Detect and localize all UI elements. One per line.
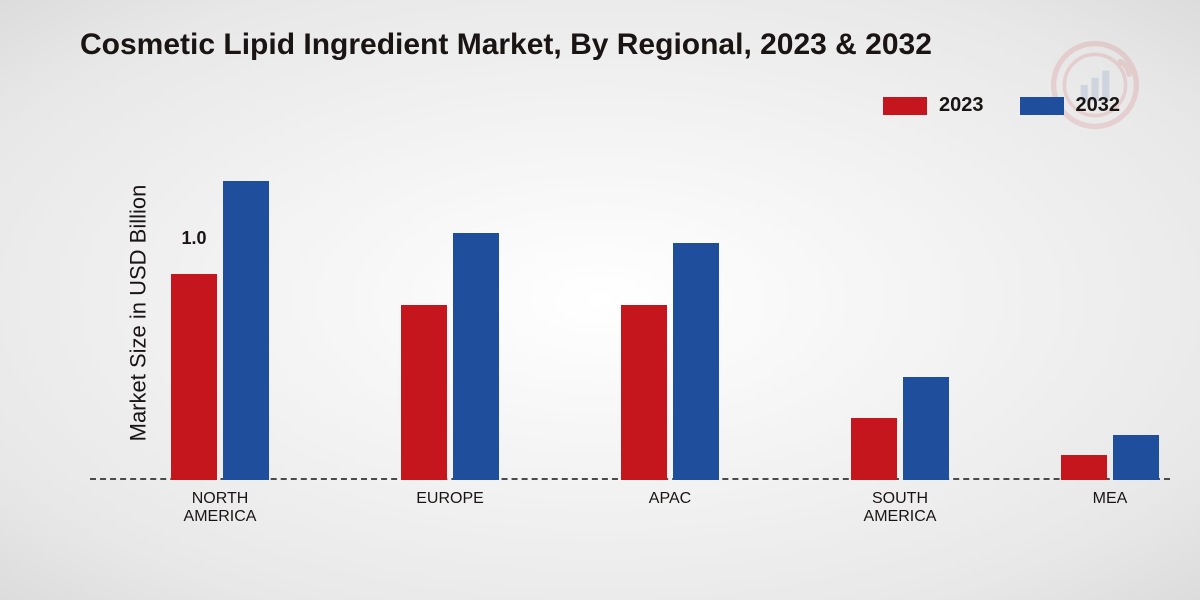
- bar-2023: [1061, 455, 1107, 480]
- bar-group: [171, 181, 269, 480]
- bar-2032: [1113, 435, 1159, 480]
- legend-item-2023: 2023: [883, 94, 984, 117]
- bar-2023: [851, 418, 897, 480]
- category-label: MEA: [1093, 490, 1128, 508]
- bar-group: [851, 377, 949, 480]
- legend-item-2032: 2032: [1020, 94, 1121, 117]
- category-label: SOUTHAMERICA: [864, 490, 937, 527]
- bar-2032: [223, 181, 269, 480]
- bar-2023: [171, 274, 217, 480]
- legend-label-2023: 2023: [939, 94, 984, 117]
- chart-stage: Cosmetic Lipid Ingredient Market, By Reg…: [0, 0, 1200, 600]
- bar-group: [1061, 435, 1159, 480]
- legend-label-2032: 2032: [1076, 94, 1121, 117]
- chart-title: Cosmetic Lipid Ingredient Market, By Reg…: [80, 28, 932, 62]
- bar-2023: [621, 305, 667, 480]
- bar-group: [401, 233, 499, 481]
- bar-2032: [453, 233, 499, 481]
- legend-swatch-2032: [1020, 97, 1064, 115]
- bar-2023: [401, 305, 447, 480]
- category-labels: NORTHAMERICA EUROPE APAC SOUTHAMERICA MEA: [90, 486, 1170, 536]
- category-label: NORTHAMERICA: [184, 490, 257, 527]
- plot-area: 1.0: [90, 150, 1170, 480]
- bar-group: [621, 243, 719, 480]
- bar-data-label: 1.0: [181, 228, 206, 249]
- legend: 2023 2032: [883, 94, 1120, 117]
- category-label: EUROPE: [416, 490, 484, 508]
- bar-2032: [673, 243, 719, 480]
- bar-2032: [903, 377, 949, 480]
- category-label: APAC: [649, 490, 691, 508]
- legend-swatch-2023: [883, 97, 927, 115]
